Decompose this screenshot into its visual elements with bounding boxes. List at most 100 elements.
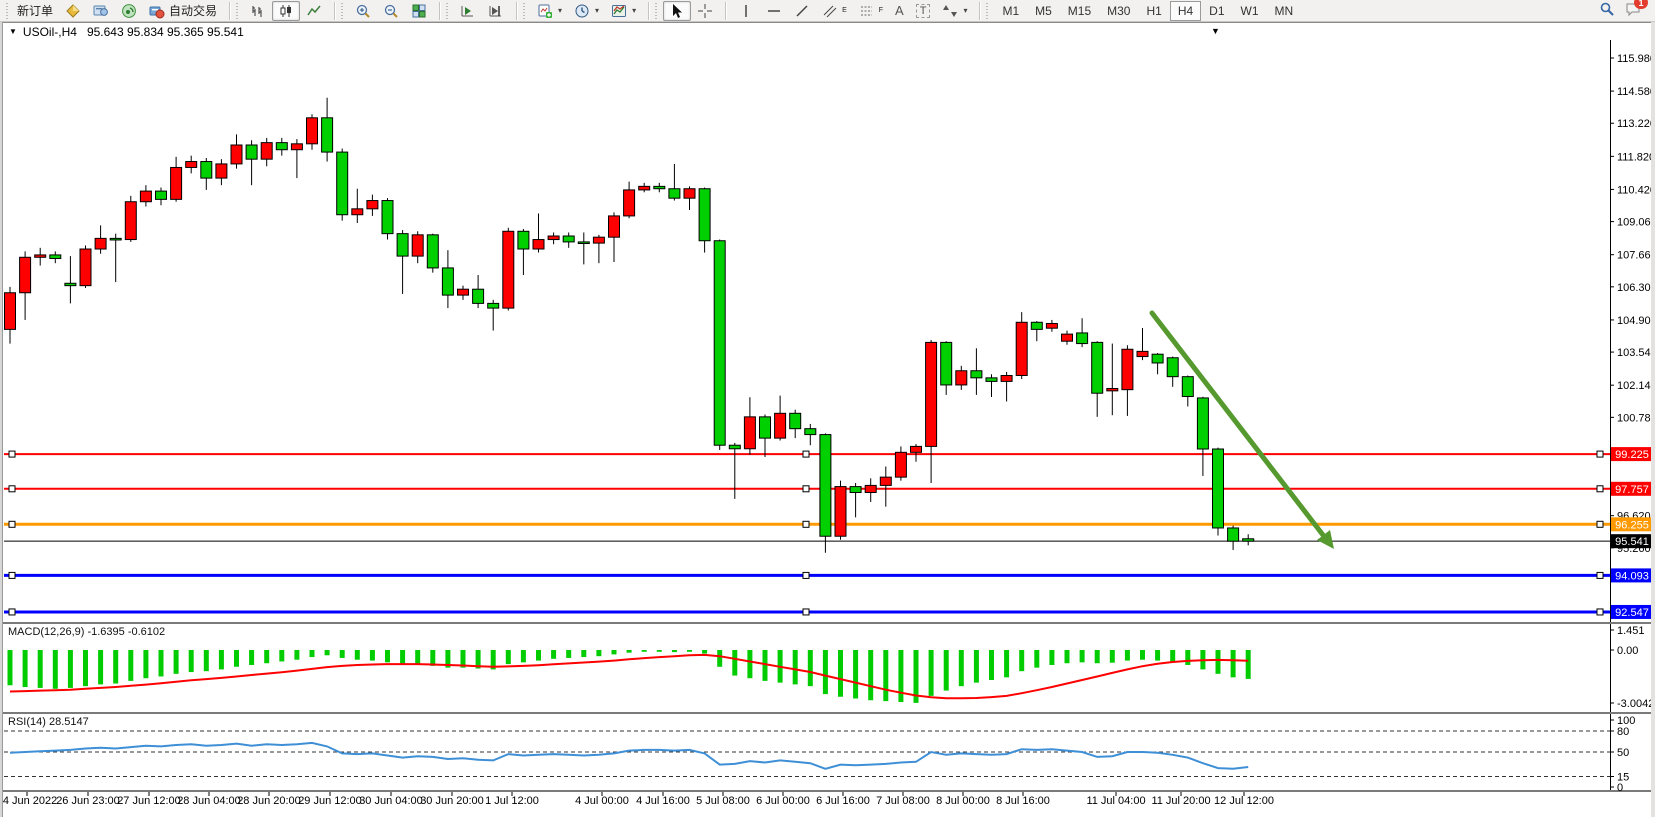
svg-text:96.255: 96.255 <box>1615 519 1649 531</box>
trend-arrow[interactable] <box>1149 310 1334 549</box>
svg-text:29 Jun 12:00: 29 Jun 12:00 <box>298 795 362 807</box>
trendline-tool-button[interactable] <box>788 1 816 21</box>
candle-bull <box>879 476 892 486</box>
timeframe-m1[interactable]: M1 <box>1002 3 1020 18</box>
timeframe-w1[interactable]: W1 <box>1240 3 1259 18</box>
candle-bull <box>638 185 651 191</box>
candle-bull <box>608 215 620 238</box>
candle-bull <box>1000 374 1013 382</box>
candle-bear <box>1181 376 1194 398</box>
vertical-line-tool-button[interactable] <box>732 1 760 21</box>
chart-template-button[interactable]: ▾ <box>605 1 642 21</box>
candle-bull <box>34 254 47 258</box>
line-handle[interactable] <box>1596 485 1604 493</box>
autoscroll-button[interactable] <box>454 1 482 21</box>
chart-shift-marker-icon[interactable]: ▼ <box>1211 26 1220 36</box>
svg-text:104.900: 104.900 <box>1617 315 1655 327</box>
line-handle[interactable] <box>8 485 16 493</box>
line-handle[interactable] <box>1596 608 1604 616</box>
svg-text:111.820: 111.820 <box>1617 151 1655 163</box>
bar-chart-type-button[interactable] <box>244 1 272 21</box>
timeframe-h4[interactable]: H4 <box>1169 0 1202 21</box>
crosshair-tool-button[interactable] <box>691 1 719 21</box>
candle-bear <box>1196 397 1209 450</box>
timeframe-m5[interactable]: M5 <box>1035 3 1052 18</box>
svg-text:107.660: 107.660 <box>1617 250 1655 262</box>
line-handle[interactable] <box>1596 571 1604 579</box>
new-order-button[interactable]: 新订单 <box>11 1 59 21</box>
timeframe-m15[interactable]: M15 <box>1067 3 1092 18</box>
svg-text:8 Jul 16:00: 8 Jul 16:00 <box>996 795 1050 807</box>
macd-pane[interactable]: 1.451 0.00 -3.0042 <box>7 625 1654 710</box>
line-chart-type-button[interactable] <box>300 1 328 21</box>
fibonacci-tool-button[interactable]: F <box>853 1 889 21</box>
candle-bear <box>472 288 485 304</box>
arrows-tool-button[interactable]: ▾ <box>936 1 973 21</box>
text-tool-button[interactable]: A <box>889 1 910 21</box>
chart-title-bar[interactable]: ▼ USOil-,H4 95.643 95.834 95.365 95.541 … <box>0 22 1655 40</box>
svg-text:100.780: 100.780 <box>1617 412 1655 424</box>
autotrade-button[interactable]: 自动交易 <box>143 1 223 21</box>
line-handle[interactable] <box>8 520 16 528</box>
timeframe-mn[interactable]: MN <box>1274 3 1294 18</box>
svg-text:0: 0 <box>1617 782 1623 794</box>
add-indicator-button[interactable]: ▾ <box>531 1 568 21</box>
line-handle[interactable] <box>8 571 16 579</box>
svg-text:11 Jul 04:00: 11 Jul 04:00 <box>1086 795 1145 807</box>
line-handle[interactable] <box>8 450 16 458</box>
toolbar-separator <box>229 1 231 20</box>
candlestick-chart-type-button[interactable] <box>272 0 301 21</box>
notifications-chat-icon[interactable]: 1 <box>1625 0 1648 20</box>
line-handle[interactable] <box>802 571 810 579</box>
collapse-triangle-icon[interactable]: ▼ <box>9 27 17 36</box>
line-handle[interactable] <box>1596 450 1604 458</box>
line-handle[interactable] <box>802 608 810 616</box>
chart-shift-button[interactable] <box>482 1 510 21</box>
search-icon[interactable] <box>1599 1 1615 20</box>
svg-text:1.451: 1.451 <box>1617 625 1645 637</box>
price-line-badge: 99.225 <box>1611 447 1653 462</box>
zoom-in-button[interactable] <box>349 1 377 21</box>
line-handle[interactable] <box>8 608 16 616</box>
candle-bear <box>940 341 953 386</box>
horizontal-line-tool-button[interactable] <box>760 1 788 21</box>
cursor-tool-button[interactable] <box>663 0 692 21</box>
equidistant-channel-tool-button[interactable]: E <box>816 1 853 21</box>
chevron-down-icon[interactable]: ▾ <box>632 6 637 15</box>
line-handle[interactable] <box>802 485 810 493</box>
toolbar-separator <box>648 1 650 20</box>
toolbar-grip <box>5 2 9 19</box>
timeframe-h1[interactable]: H1 <box>1146 3 1162 18</box>
text-label-tool-button[interactable]: T <box>910 1 937 21</box>
zoom-out-button[interactable] <box>377 1 405 21</box>
candle-bull <box>215 163 228 179</box>
timeframe-d1[interactable]: D1 <box>1209 3 1225 18</box>
line-handle[interactable] <box>802 450 810 458</box>
svg-text:115.980: 115.980 <box>1617 53 1655 65</box>
line-handle[interactable] <box>1596 520 1604 528</box>
chat-badge: 1 <box>1634 0 1648 9</box>
candle-bull <box>502 230 515 309</box>
chevron-down-icon[interactable]: ▾ <box>963 6 968 15</box>
svg-text:94.093: 94.093 <box>1615 570 1649 582</box>
candle-bull <box>774 412 787 439</box>
toolbar-separator <box>979 1 981 20</box>
svg-text:99.225: 99.225 <box>1615 449 1649 461</box>
period-selector-button[interactable]: ▾ <box>568 1 605 21</box>
fibo-f-label: F <box>878 7 884 14</box>
candle-bear <box>728 444 741 450</box>
chevron-down-icon[interactable]: ▾ <box>558 6 563 15</box>
timeframe-m30[interactable]: M30 <box>1107 3 1131 18</box>
chevron-down-icon[interactable]: ▾ <box>595 6 600 15</box>
signals-icon[interactable] <box>115 1 143 21</box>
gold-diamond-icon[interactable] <box>59 1 87 21</box>
line-handle[interactable] <box>802 520 810 528</box>
svg-text:110.420: 110.420 <box>1617 184 1655 196</box>
svg-text:0.00: 0.00 <box>1617 645 1638 657</box>
price-axis[interactable]: 115.980 114.580 113.220 111.820 110.420 109.0… <box>1610 53 1655 555</box>
web-terminal-icon[interactable] <box>87 1 115 21</box>
tile-windows-button[interactable] <box>405 1 433 21</box>
